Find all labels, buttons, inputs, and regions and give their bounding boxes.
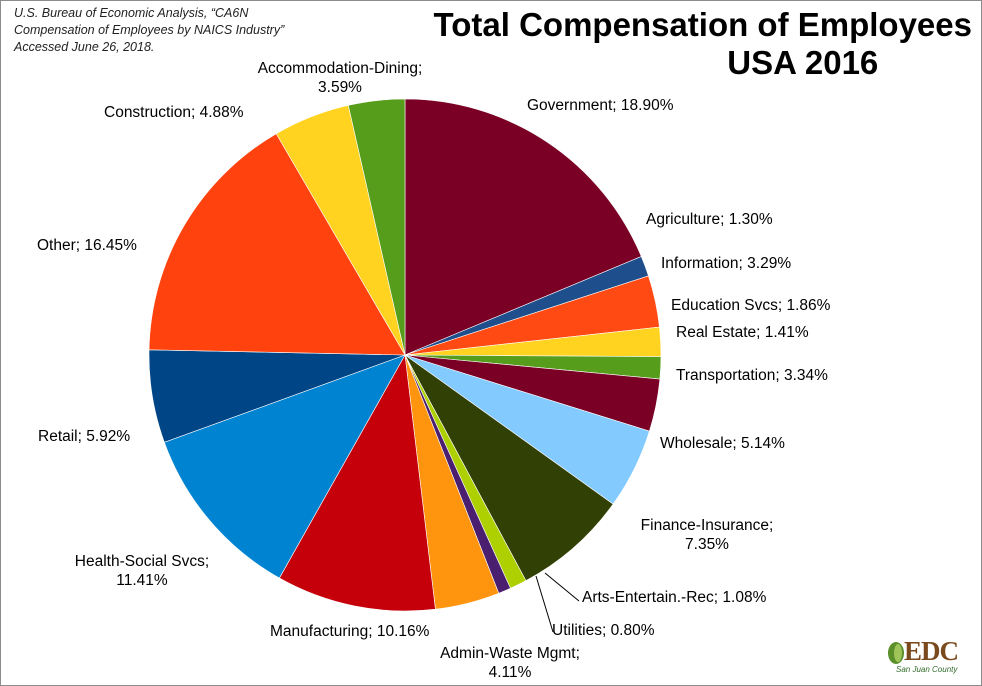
leader-line-utilities bbox=[535, 575, 554, 633]
slice-label-other: Other; 16.45% bbox=[37, 237, 137, 254]
logo-subtext: San Juan County bbox=[896, 665, 958, 674]
slice-label-construction: Construction; 4.88% bbox=[104, 104, 244, 121]
slice-label-retail: Retail; 5.92% bbox=[38, 428, 130, 445]
source-line-1: U.S. Bureau of Economic Analysis, “CA6N bbox=[14, 6, 249, 20]
slice-label-arts-entertain-rec: Arts-Entertain.-Rec; 1.08% bbox=[582, 589, 767, 606]
slice-labels: Government; 18.90% Agriculture; 1.30% Info… bbox=[37, 60, 831, 681]
leader-lines bbox=[535, 572, 580, 633]
slice-label-finance-insurance: Finance-Insurance; 7.35% bbox=[641, 517, 774, 553]
slice-label-information: Information; 3.29% bbox=[661, 255, 791, 272]
slice-label-transportation: Transportation; 3.34% bbox=[676, 367, 828, 384]
logo-text: EDC bbox=[904, 636, 959, 666]
edc-logo: EDC San Juan County bbox=[886, 636, 968, 678]
pie-slice-health-social-svcs bbox=[163, 354, 406, 579]
slice-label-wholesale: Wholesale; 5.14% bbox=[660, 435, 785, 452]
slice-label-accommodation-dining: Accommodation-Dining; 3.59% bbox=[258, 60, 423, 96]
leaf-icon bbox=[888, 642, 904, 664]
slice-label-utilities: Utilities; 0.80% bbox=[552, 622, 655, 639]
slice-label-agriculture: Agriculture; 1.30% bbox=[646, 211, 773, 228]
chart-title-line-2: USA 2016 bbox=[727, 44, 879, 81]
leader-line-arts-entertain-rec bbox=[544, 572, 580, 602]
slice-label-government: Government; 18.90% bbox=[527, 97, 674, 114]
pie-slice-other bbox=[148, 133, 406, 356]
pie-slice-manufacturing bbox=[278, 354, 436, 612]
slice-label-education-svcs: Education Svcs; 1.86% bbox=[671, 297, 831, 314]
source-line-3: Accessed June 26, 2018. bbox=[14, 40, 155, 54]
chart-title: Total Compensation of Employees USA 2016 bbox=[434, 6, 972, 82]
pie-slice-government bbox=[404, 98, 642, 356]
slice-label-health-social-svcs: Health-Social Svcs; 11.41% bbox=[75, 553, 209, 589]
chart-title-line-1: Total Compensation of Employees bbox=[433, 6, 972, 43]
slice-label-real-estate: Real Estate; 1.41% bbox=[676, 324, 809, 341]
slice-label-admin-waste-mgmt: Admin-Waste Mgmt; 4.11% bbox=[440, 645, 580, 681]
slice-label-manufacturing: Manufacturing; 10.16% bbox=[270, 623, 430, 640]
pie-slice-accommodation-dining bbox=[347, 98, 406, 356]
source-citation: U.S. Bureau of Economic Analysis, “CA6N … bbox=[14, 5, 354, 56]
source-line-2: Compensation of Employees by NAICS Indus… bbox=[14, 23, 285, 37]
pie-slices bbox=[148, 98, 662, 612]
pie-slice-finance-insurance bbox=[404, 354, 614, 582]
